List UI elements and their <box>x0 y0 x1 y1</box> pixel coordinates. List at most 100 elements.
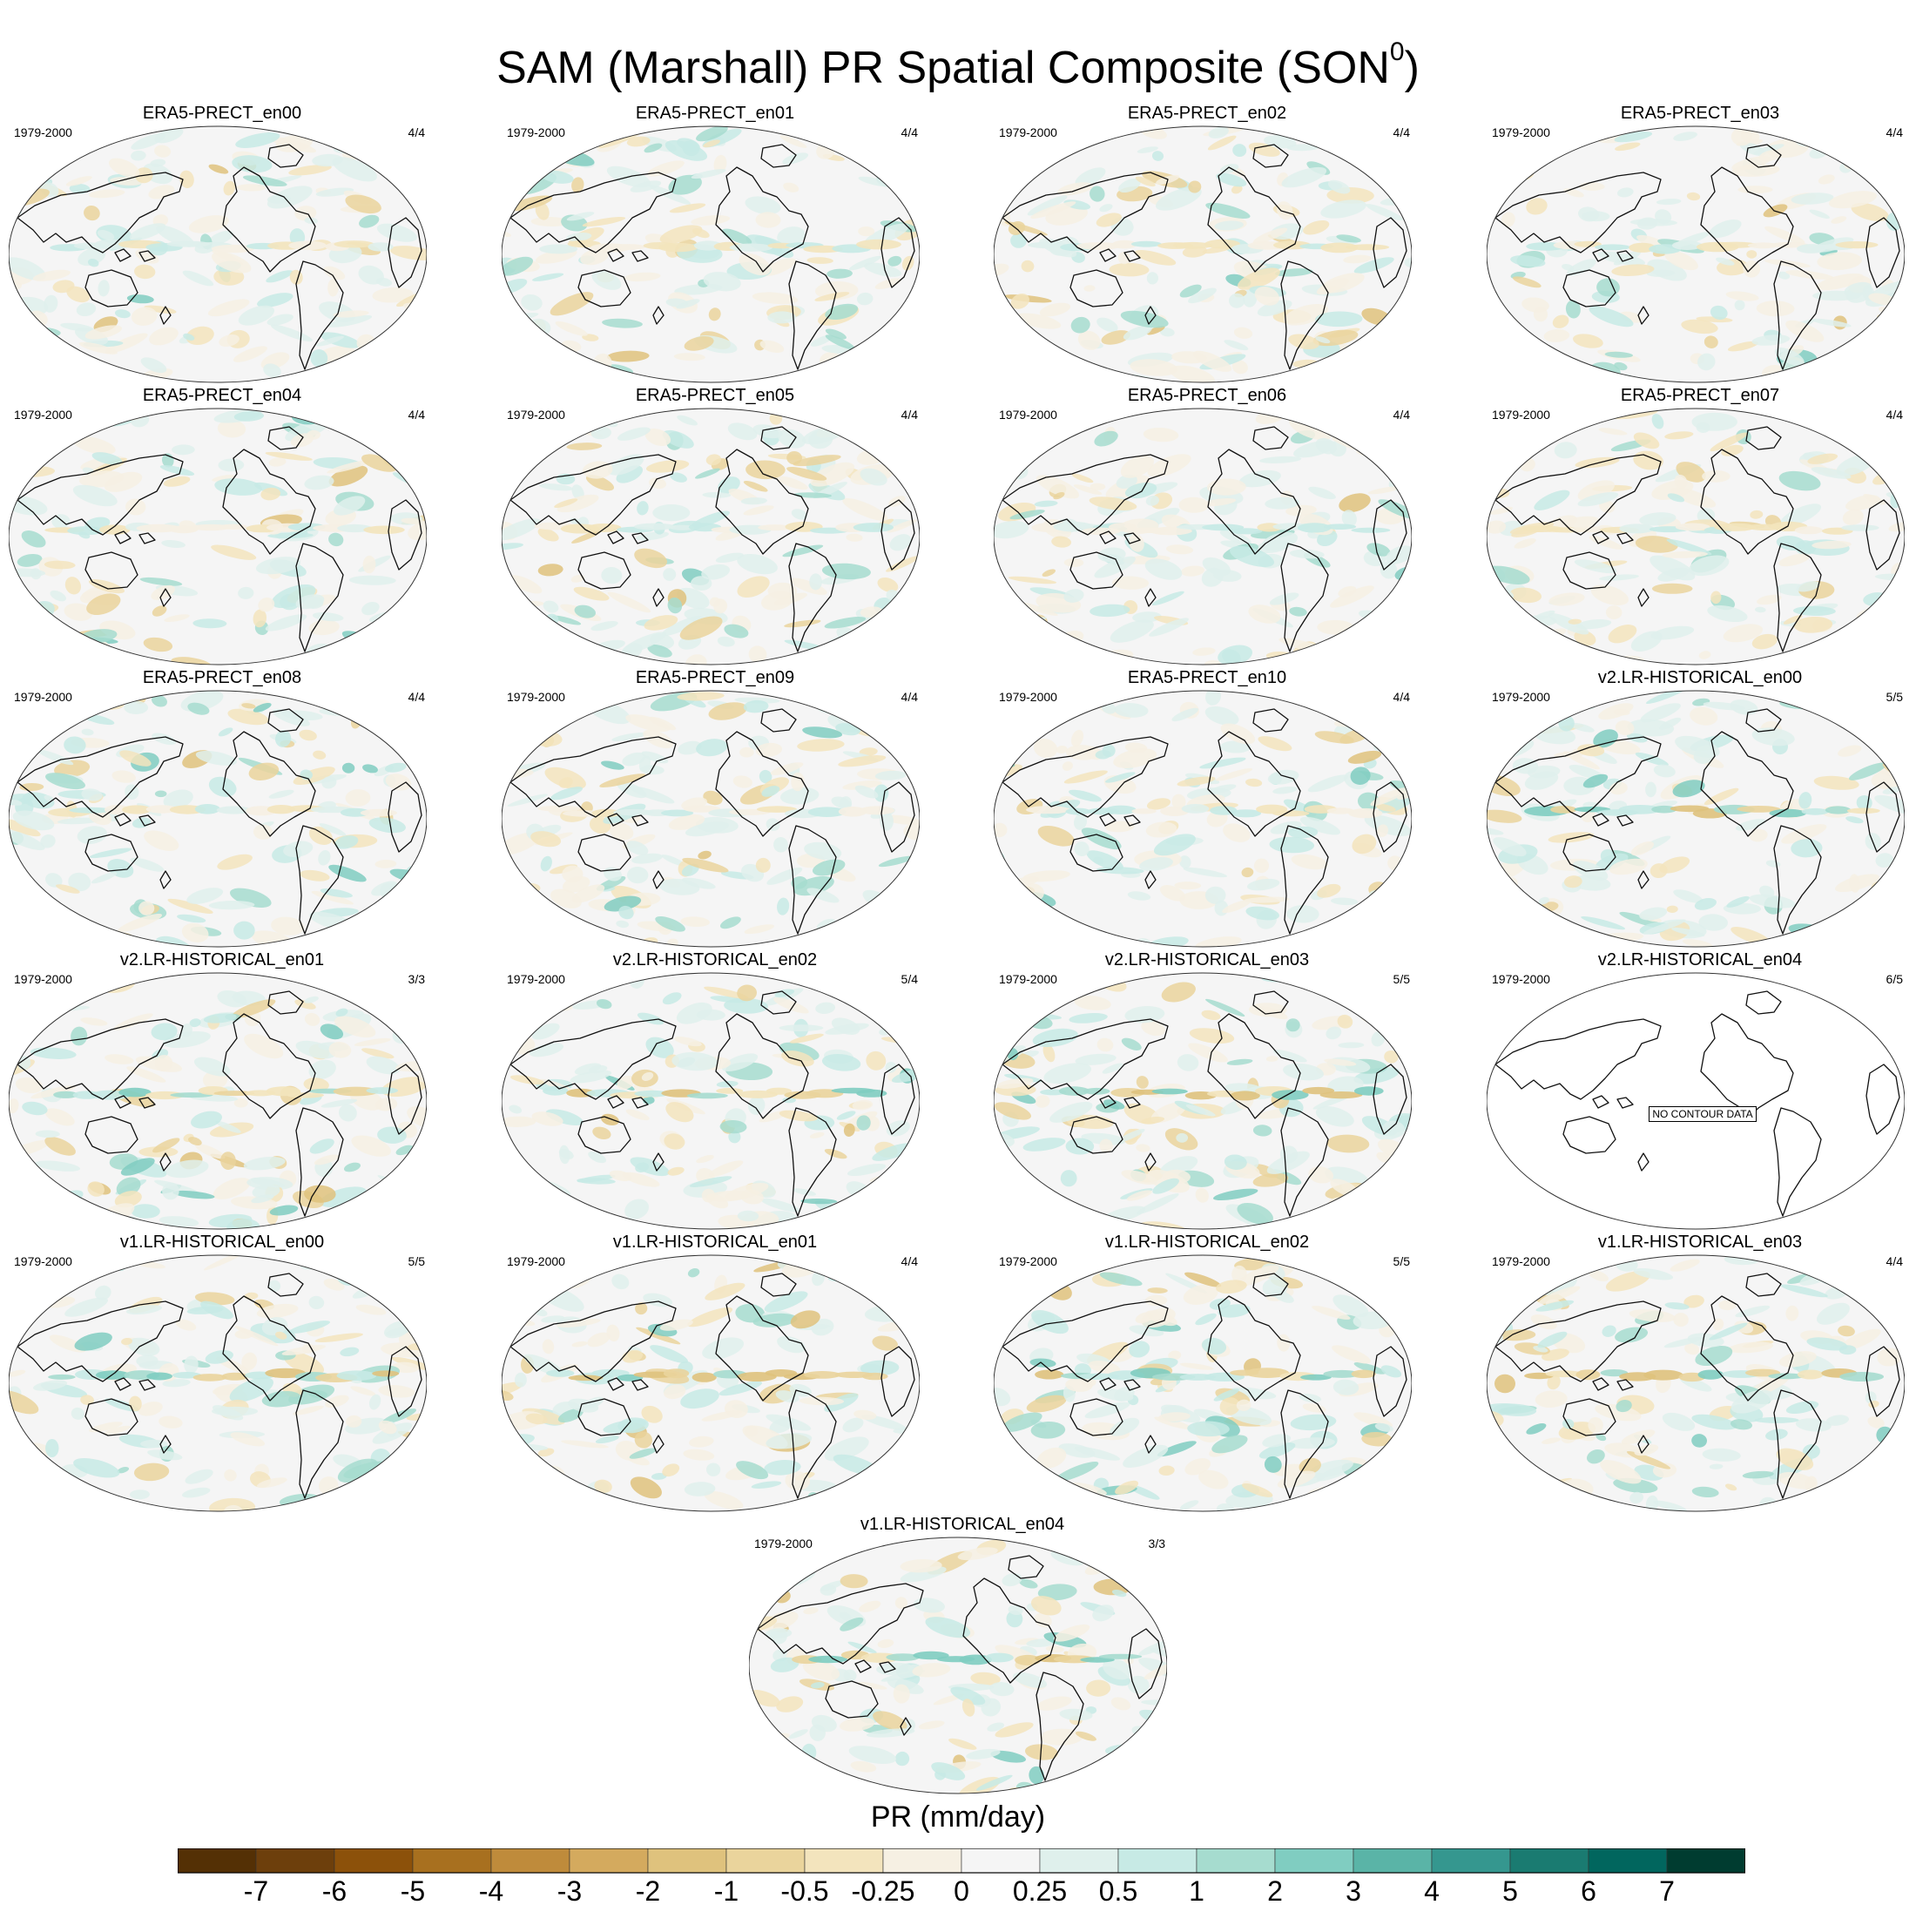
colorbar-swatch <box>725 1848 806 1874</box>
colorbar-swatch <box>804 1848 884 1874</box>
colorbar-tick-label: 4 <box>1424 1875 1440 1907</box>
colorbar-tick-label: 2 <box>1267 1875 1283 1907</box>
world-map <box>9 1254 427 1512</box>
coastlines <box>757 1555 1163 1781</box>
map-outline <box>9 1254 427 1512</box>
panel-title: v2.LR-HISTORICAL_en02 <box>612 950 818 969</box>
colorbar-tick-label: -1 <box>714 1875 739 1907</box>
coastlines <box>17 708 422 935</box>
colorbar-tick-label: -2 <box>636 1875 660 1907</box>
colorbar-swatch <box>412 1848 492 1874</box>
precip-field <box>994 1255 1412 1511</box>
map-panel: ERA5-PRECT_en00 1979-2000 4/4 <box>9 103 435 386</box>
colorbar-swatch <box>1431 1848 1511 1874</box>
colorbar-swatch <box>1039 1848 1119 1874</box>
panel-period: 1979-2000 <box>999 125 1057 139</box>
coastlines <box>509 990 915 1217</box>
panel-title: ERA5-PRECT_en10 <box>1127 668 1287 687</box>
panel-title: ERA5-PRECT_en08 <box>142 668 302 687</box>
map-outline <box>1487 408 1905 665</box>
world-map <box>502 125 920 383</box>
colorbar-swatch <box>647 1848 727 1874</box>
panel-title: ERA5-PRECT_en04 <box>142 386 302 405</box>
colorbar-title: PR (mm/day) <box>870 1800 1046 1834</box>
panel-count: 4/4 <box>901 408 918 422</box>
colorbar-swatch <box>255 1848 335 1874</box>
map-panel: ERA5-PRECT_en01 1979-2000 4/4 <box>502 103 928 386</box>
colorbar-tick-label: 5 <box>1502 1875 1518 1907</box>
precip-field <box>749 1537 1167 1794</box>
panel-count: 4/4 <box>408 125 425 139</box>
world-map <box>502 972 920 1230</box>
panel-period: 1979-2000 <box>507 690 565 704</box>
panel-count: 3/3 <box>1148 1537 1165 1550</box>
panel-period: 1979-2000 <box>507 972 565 986</box>
panel-title: ERA5-PRECT_en07 <box>1620 386 1780 405</box>
coastlines <box>1002 144 1407 370</box>
colorbar-tick-label: 0 <box>954 1875 969 1907</box>
panel-title: ERA5-PRECT_en01 <box>635 104 795 123</box>
panel-period: 1979-2000 <box>754 1537 813 1550</box>
precip-field <box>994 691 1412 947</box>
colorbar-swatch <box>490 1848 570 1874</box>
map-background <box>1487 973 1905 1229</box>
panel-count: 5/5 <box>1393 1254 1410 1268</box>
map-panel: v1.LR-HISTORICAL_en03 1979-2000 4/4 <box>1487 1232 1913 1515</box>
colorbar-tick-label: -5 <box>401 1875 425 1907</box>
panel-period: 1979-2000 <box>1492 972 1550 986</box>
world-map <box>1487 408 1905 665</box>
colorbar-swatch <box>1666 1848 1745 1874</box>
precip-field <box>994 973 1412 1229</box>
map-panel: ERA5-PRECT_en04 1979-2000 4/4 <box>9 385 435 668</box>
precip-field <box>994 126 1412 382</box>
colorbar-tick-label: 7 <box>1659 1875 1675 1907</box>
map-panel: v1.LR-HISTORICAL_en00 1979-2000 5/5 <box>9 1232 435 1515</box>
colorbar: -7 -6 -5 -4 -3 -2 -1 -0.5 -0.25 0 0.25 0.5 1 2 3 4 5 6 7 <box>178 1848 1745 1907</box>
map-outline <box>502 408 920 665</box>
no-data-text: NO CONTOUR DATA <box>1649 1106 1757 1122</box>
colorbar-swatch <box>1196 1848 1276 1874</box>
world-map <box>1487 125 1905 383</box>
world-map <box>9 972 427 1230</box>
colorbar-frame <box>178 1848 1745 1874</box>
map-outline <box>1487 972 1905 1230</box>
world-map <box>502 408 920 665</box>
colorbar-tick-label: -7 <box>244 1875 268 1907</box>
world-map <box>994 1254 1412 1512</box>
panel-count: 4/4 <box>901 125 918 139</box>
map-panel: ERA5-PRECT_en05 1979-2000 4/4 <box>502 385 928 668</box>
map-panel: ERA5-PRECT_en10 1979-2000 4/4 <box>994 667 1420 950</box>
coastlines <box>1002 708 1407 935</box>
coastlines <box>1002 990 1407 1217</box>
precip-field <box>1487 126 1905 382</box>
map-outline <box>1487 1254 1905 1512</box>
colorbar-swatch <box>1117 1848 1198 1874</box>
world-map <box>9 408 427 665</box>
colorbar-tick-label: 0.25 <box>1013 1875 1067 1907</box>
coastlines <box>17 1273 422 1499</box>
panel-count: 4/4 <box>1886 125 1903 139</box>
colorbar-tick-label: 6 <box>1581 1875 1596 1907</box>
colorbar-tick-label: -3 <box>557 1875 582 1907</box>
map-outline <box>994 125 1412 383</box>
panel-period: 1979-2000 <box>999 972 1057 986</box>
precip-field <box>9 409 427 665</box>
panel-period: 1979-2000 <box>507 408 565 422</box>
precip-field <box>994 409 1412 665</box>
panel-period: 1979-2000 <box>14 972 72 986</box>
panel-count: 4/4 <box>1393 408 1410 422</box>
panel-title: ERA5-PRECT_en09 <box>635 668 795 687</box>
panel-count: 5/5 <box>408 1254 425 1268</box>
world-map <box>502 690 920 948</box>
coastlines <box>1494 1273 1900 1499</box>
coastlines <box>17 990 422 1217</box>
panel-title: v1.LR-HISTORICAL_en00 <box>119 1233 325 1252</box>
map-outline <box>1487 125 1905 383</box>
panel-period: 1979-2000 <box>1492 408 1550 422</box>
map-panel: ERA5-PRECT_en06 1979-2000 4/4 <box>994 385 1420 668</box>
map-outline <box>994 690 1412 948</box>
map-outline <box>502 125 920 383</box>
panel-title: v2.LR-HISTORICAL_en01 <box>119 950 325 969</box>
colorbar-swatch <box>1588 1848 1668 1874</box>
